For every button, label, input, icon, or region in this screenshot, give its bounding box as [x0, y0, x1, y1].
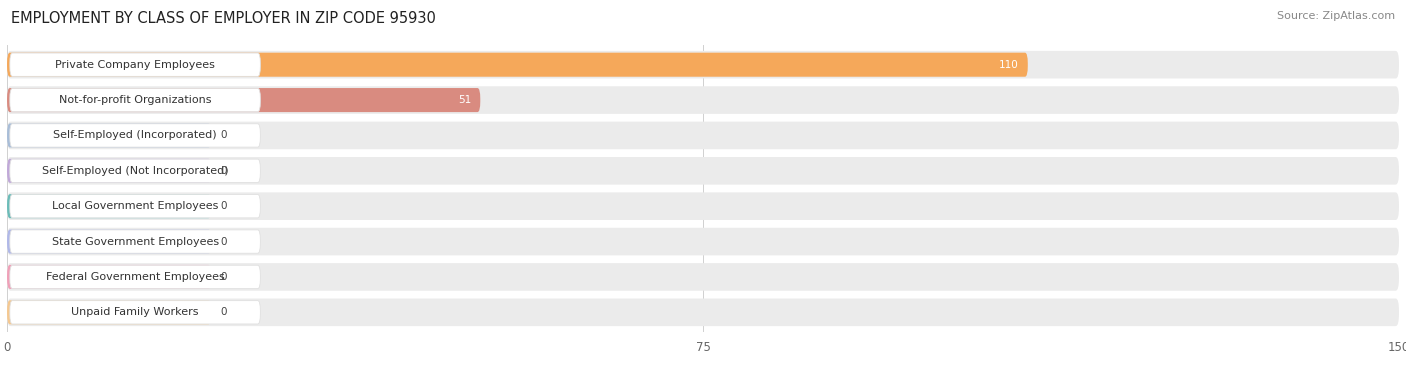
Text: 0: 0: [221, 236, 226, 247]
Text: EMPLOYMENT BY CLASS OF EMPLOYER IN ZIP CODE 95930: EMPLOYMENT BY CLASS OF EMPLOYER IN ZIP C…: [11, 11, 436, 26]
FancyBboxPatch shape: [7, 299, 1399, 326]
FancyBboxPatch shape: [7, 228, 1399, 255]
FancyBboxPatch shape: [10, 265, 260, 289]
Text: 110: 110: [998, 60, 1018, 70]
Text: Private Company Employees: Private Company Employees: [55, 60, 215, 70]
FancyBboxPatch shape: [7, 194, 211, 218]
FancyBboxPatch shape: [7, 265, 211, 289]
FancyBboxPatch shape: [7, 263, 1399, 291]
FancyBboxPatch shape: [10, 124, 260, 147]
FancyBboxPatch shape: [7, 300, 211, 324]
Text: 0: 0: [221, 166, 226, 176]
Text: State Government Employees: State Government Employees: [52, 236, 219, 247]
Text: 0: 0: [221, 130, 226, 141]
Text: Not-for-profit Organizations: Not-for-profit Organizations: [59, 95, 211, 105]
FancyBboxPatch shape: [10, 300, 260, 324]
FancyBboxPatch shape: [7, 51, 1399, 78]
FancyBboxPatch shape: [7, 123, 211, 147]
Text: 0: 0: [221, 307, 226, 317]
FancyBboxPatch shape: [10, 53, 260, 77]
Text: 0: 0: [221, 272, 226, 282]
FancyBboxPatch shape: [10, 88, 260, 112]
Text: Federal Government Employees: Federal Government Employees: [46, 272, 225, 282]
FancyBboxPatch shape: [7, 53, 1028, 77]
Text: 0: 0: [221, 201, 226, 211]
FancyBboxPatch shape: [7, 157, 1399, 185]
FancyBboxPatch shape: [7, 159, 211, 183]
FancyBboxPatch shape: [7, 230, 211, 254]
Text: Source: ZipAtlas.com: Source: ZipAtlas.com: [1277, 11, 1395, 21]
FancyBboxPatch shape: [7, 88, 481, 112]
FancyBboxPatch shape: [7, 192, 1399, 220]
Text: Self-Employed (Not Incorporated): Self-Employed (Not Incorporated): [42, 166, 228, 176]
Text: Unpaid Family Workers: Unpaid Family Workers: [72, 307, 198, 317]
FancyBboxPatch shape: [10, 195, 260, 218]
Text: Local Government Employees: Local Government Employees: [52, 201, 218, 211]
FancyBboxPatch shape: [7, 122, 1399, 149]
FancyBboxPatch shape: [7, 86, 1399, 114]
FancyBboxPatch shape: [10, 230, 260, 253]
Text: 51: 51: [458, 95, 471, 105]
FancyBboxPatch shape: [10, 159, 260, 182]
Text: Self-Employed (Incorporated): Self-Employed (Incorporated): [53, 130, 217, 141]
